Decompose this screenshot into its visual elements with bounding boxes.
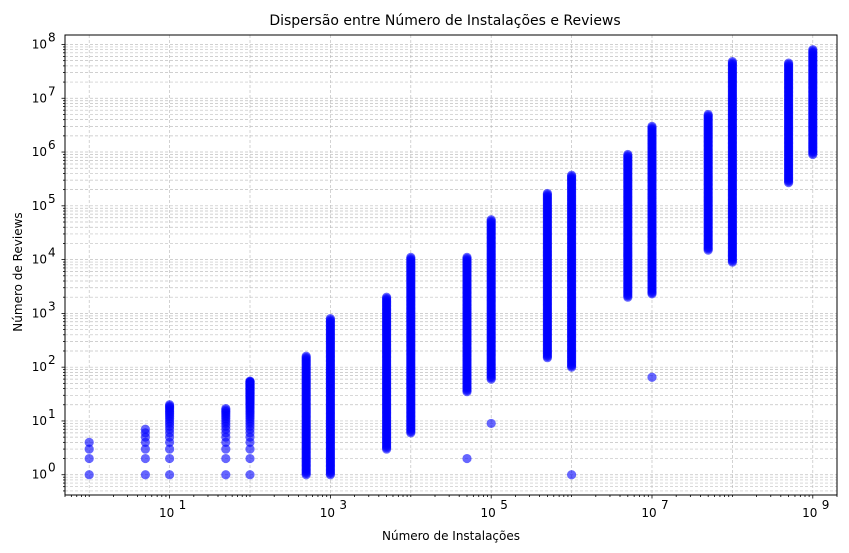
x-axis-label: Número de Instalações [382,529,520,543]
data-point [221,444,231,454]
y-tick-exponent: 6 [48,138,56,152]
y-tick-exponent: 2 [48,353,56,367]
x-tick-label: 10 [159,506,174,520]
y-tick-label: 10 [32,253,47,267]
data-point [647,121,657,131]
chart-title: Dispersão entre Número de Instalações e … [269,13,620,29]
y-tick-label: 10 [32,199,47,213]
data-point [140,444,150,454]
data-point [84,437,94,447]
data-point [245,453,255,464]
data-point [221,403,231,414]
data-point [165,470,175,480]
data-point [381,292,392,302]
data-point [165,453,175,464]
data-point [140,470,150,480]
grid-lines [65,35,837,495]
x-axis-ticks: 10 1 10 3 10 5 10 7 10 9 [64,495,838,520]
y-tick-exponent: 8 [48,30,56,44]
y-tick-exponent: 4 [48,246,56,260]
data-point [486,215,496,225]
x-tick-exponent: 5 [500,498,508,512]
data-point [808,45,818,55]
data-point [647,372,657,382]
data-point [623,149,633,160]
y-tick-label: 10 [32,360,47,374]
data-point [406,252,416,262]
data-point [165,400,175,410]
data-point [165,444,175,454]
y-tick-label: 10 [32,91,47,105]
data-point [245,470,255,480]
data-point [566,170,577,180]
data-point [140,424,150,434]
y-tick-label: 10 [32,414,47,428]
x-tick-label: 10 [641,506,656,520]
x-tick-label: 10 [802,506,817,520]
x-tick-exponent: 9 [822,498,830,512]
data-point [566,470,577,480]
x-tick-exponent: 7 [661,498,669,512]
data-point [486,418,496,429]
y-tick-exponent: 0 [48,461,56,475]
y-tick-exponent: 1 [48,407,56,421]
data-point [84,453,94,464]
y-tick-label: 10 [32,37,47,51]
y-tick-label: 10 [32,468,47,482]
data-point [783,58,794,68]
x-tick-exponent: 1 [179,498,187,512]
y-tick-label: 10 [32,306,47,320]
x-tick-label: 10 [481,506,496,520]
data-point [140,453,150,464]
data-point [462,453,472,464]
data-point [84,470,94,480]
data-point [703,109,713,120]
y-tick-exponent: 5 [48,192,56,206]
y-tick-label: 10 [32,145,47,159]
y-tick-exponent: 7 [48,84,56,98]
x-tick-exponent: 3 [339,498,347,512]
y-tick-exponent: 3 [48,299,56,313]
data-point [542,188,552,199]
data-point [301,351,311,361]
x-tick-label: 10 [320,506,335,520]
data-point [221,453,231,464]
data-points [84,45,818,480]
y-axis-label: Número de Reviews [11,212,25,331]
data-point [245,444,255,454]
data-point [462,252,472,262]
data-point [84,444,94,454]
data-point [727,57,737,67]
data-point [221,470,231,480]
data-point [245,376,255,386]
data-point [325,313,336,324]
